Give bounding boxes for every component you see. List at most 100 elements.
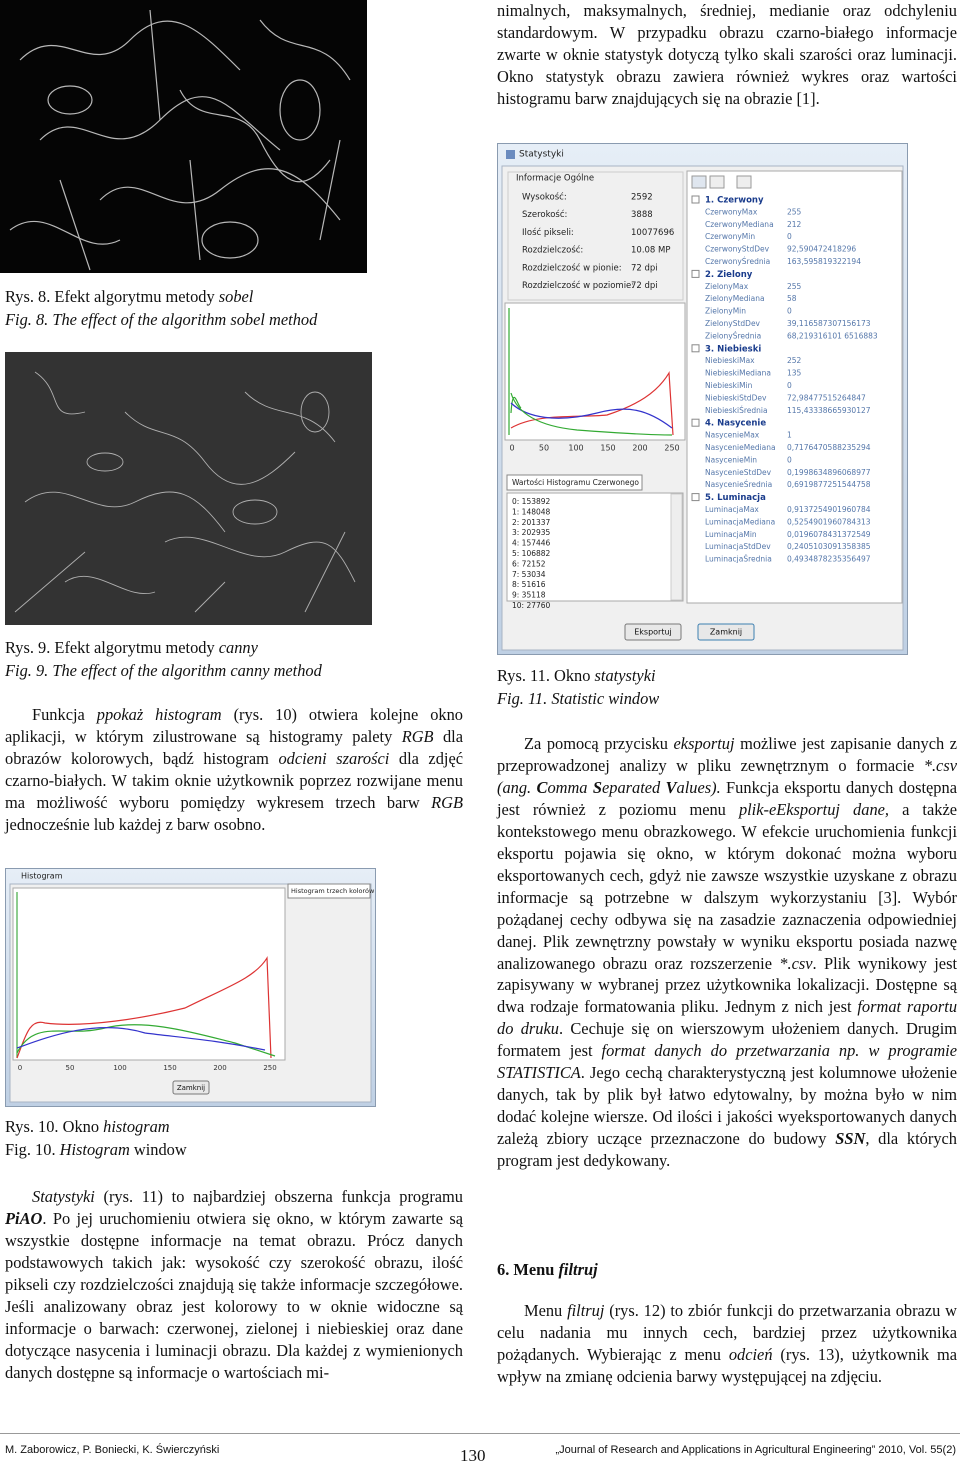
axis-tick-label: 100 — [568, 444, 583, 453]
caption-en: Fig. 9. The effect of the algorithm cann… — [5, 661, 322, 680]
tree-value: 0 — [787, 232, 792, 241]
tree-group[interactable]: 5. Luminacja — [705, 493, 766, 503]
tree-key: CzerwonyStdDev — [705, 245, 770, 254]
tree-value: 0 — [787, 381, 792, 390]
emphasis-text: eparated — [601, 777, 666, 797]
tree-value: 72,98477515264847 — [787, 393, 866, 402]
text-run: (rys. 11) to najbardziej obszerna funkcj… — [94, 1187, 463, 1206]
caption-en: Fig. 8. The effect of the algorithm sobe… — [5, 310, 318, 329]
text-run: . Cechuje się on wierszowym ułożeniem da… — [497, 1019, 957, 1061]
tree-value: 0,0196078431372549 — [787, 530, 871, 539]
emphasis-text: omma — [547, 777, 593, 797]
list-item: 4: 157446 — [512, 539, 551, 548]
tree-toggle[interactable] — [691, 269, 700, 278]
axis-tick-label: 250 — [664, 444, 679, 453]
emphasis-text: odcień — [728, 1344, 773, 1364]
tree-key: NasycenieMin — [705, 455, 757, 464]
tree-key: ZielonyStdDev — [705, 319, 761, 328]
tree-key: NiebieskiMediana — [705, 369, 771, 378]
axis-tick-label: 50 — [539, 444, 549, 453]
tree-toggle[interactable] — [691, 418, 700, 427]
footer-journal: „Journal of Research and Applications in… — [555, 1444, 956, 1456]
tree-key: ZielonyŚrednia — [705, 331, 761, 340]
text-run: Rys. 11. Okno — [497, 666, 595, 685]
tree-value: 135 — [787, 369, 802, 378]
canny-image — [5, 352, 372, 625]
emphasis-text: filtruj — [558, 1260, 598, 1279]
button[interactable]: Zamknij — [710, 628, 742, 637]
text-run: Rys. 8. Efekt algorytmu metody — [5, 287, 219, 306]
axis-tick-label: 250 — [263, 1064, 276, 1072]
list-item: 3: 202935 — [512, 528, 551, 537]
axis-tick-label: 200 — [632, 444, 647, 453]
tree-key: NiebieskiŚrednia — [705, 406, 768, 415]
button[interactable]: Eksportuj — [634, 628, 672, 637]
info-value: 2592 — [631, 193, 653, 203]
info-label: Wysokość: — [522, 192, 567, 203]
tree-key: LuminacjaStdDev — [705, 542, 771, 551]
text-run: dla obrazów kolorowych, bądź histogram — [5, 726, 464, 768]
text-run: jednocześnie lub każdej z barw osobno. — [5, 814, 266, 834]
page-number: 130 — [460, 1446, 486, 1465]
text-run: Fig. 10. — [5, 1140, 60, 1159]
emphasis-text: Statystyki — [32, 1187, 95, 1206]
emphasis-text: RGB — [431, 792, 463, 812]
caption-en: Fig. 10. Histogram window — [5, 1139, 187, 1162]
tree-value: 212 — [787, 220, 802, 229]
text-run: (rys. 13), użytkownik ma wpływ na zmianę… — [497, 1344, 957, 1386]
paragraph: Statystyki (rys. 11) to najbardziej obsz… — [5, 1186, 463, 1384]
tree-value: 1 — [787, 431, 792, 440]
tree-value: 163,595819322194 — [787, 257, 861, 266]
text-run: dla zdjęć czarno-białych. W takim oknie … — [5, 748, 463, 812]
info-value: 3888 — [631, 210, 653, 220]
tree-key: CzerwonyMin — [705, 232, 755, 241]
info-value: 72 dpi — [631, 281, 658, 291]
list-item: 10: 27760 — [512, 601, 551, 610]
tree-toggle[interactable] — [691, 344, 700, 353]
paragraph: Menu filtruj (rys. 12) to zbiór funkcji … — [497, 1300, 957, 1388]
text-run: Funkcja — [32, 705, 97, 724]
list-item: 6: 72152 — [512, 559, 546, 568]
info-label: Szerokość: — [522, 209, 567, 220]
group-label: Informacje Ogólne — [516, 173, 594, 184]
info-value: 10077696 — [631, 228, 674, 238]
paragraph: Za pomocą przycisku eksportuj możliwe je… — [497, 733, 957, 1172]
tree-group[interactable]: 2. Zielony — [705, 270, 753, 280]
button[interactable]: Zamknij — [177, 1084, 205, 1092]
text-run: Rys. 9. Efekt algorytmu metody — [5, 638, 219, 657]
tree-value: 0,5254901960784313 — [787, 517, 871, 526]
tree-toggle[interactable] — [691, 195, 700, 204]
tree-value: 68,219316101 6516883 — [787, 331, 878, 340]
emphasis-text: V — [665, 777, 677, 797]
tree-toggle[interactable] — [691, 493, 700, 502]
text-run: Za pomocą przycisku — [524, 734, 674, 753]
emphasis-text: odcieni szarości — [278, 748, 390, 768]
info-label: Rozdzielczość w pionie: — [522, 262, 622, 273]
info-value: 10.08 MP — [631, 246, 671, 256]
list-item: 5: 106882 — [512, 549, 551, 558]
emphasis-text: eksportuj — [673, 734, 735, 753]
emphasis-text: C — [536, 777, 548, 797]
statistics-window: Statystyki Informacje Ogólne Wysokość: 2592… — [497, 143, 908, 655]
dropdown[interactable]: Wartości Histogramu Czerwonego — [512, 478, 639, 487]
emphasis-text: plik-eEksportuj dane, — [738, 799, 890, 819]
section-heading: 6. Menu filtruj — [497, 1259, 598, 1282]
axis-tick-label: 50 — [66, 1064, 75, 1072]
tree-key: LuminacjaMax — [705, 505, 759, 514]
tree-group[interactable]: 3. Niebieski — [705, 344, 761, 354]
info-label: Rozdzielczość w poziomie: — [522, 280, 634, 291]
tree-group[interactable]: 4. Nasycenie — [705, 419, 766, 429]
text-run: . Po jej uruchomieniu otwiera się okno, … — [5, 1208, 463, 1382]
list-item: 8: 51616 — [512, 580, 546, 589]
list-item: 7: 53034 — [512, 570, 546, 579]
list-item: 0: 153892 — [512, 497, 551, 506]
dropdown[interactable]: Histogram trzech kolorów — [291, 887, 375, 895]
tree-value: 252 — [787, 356, 802, 365]
tree-value: 0,7176470588235294 — [787, 443, 871, 452]
tree-group[interactable]: 1. Czerwony — [705, 196, 764, 206]
info-label: Ilość pikseli: — [522, 227, 574, 238]
text-run: , dla których program jest dedykowany. — [497, 1129, 957, 1171]
emphasis-text: statystyki — [594, 666, 656, 685]
paragraph: nimalnych, maksymalnych, średniej, media… — [497, 1, 957, 108]
